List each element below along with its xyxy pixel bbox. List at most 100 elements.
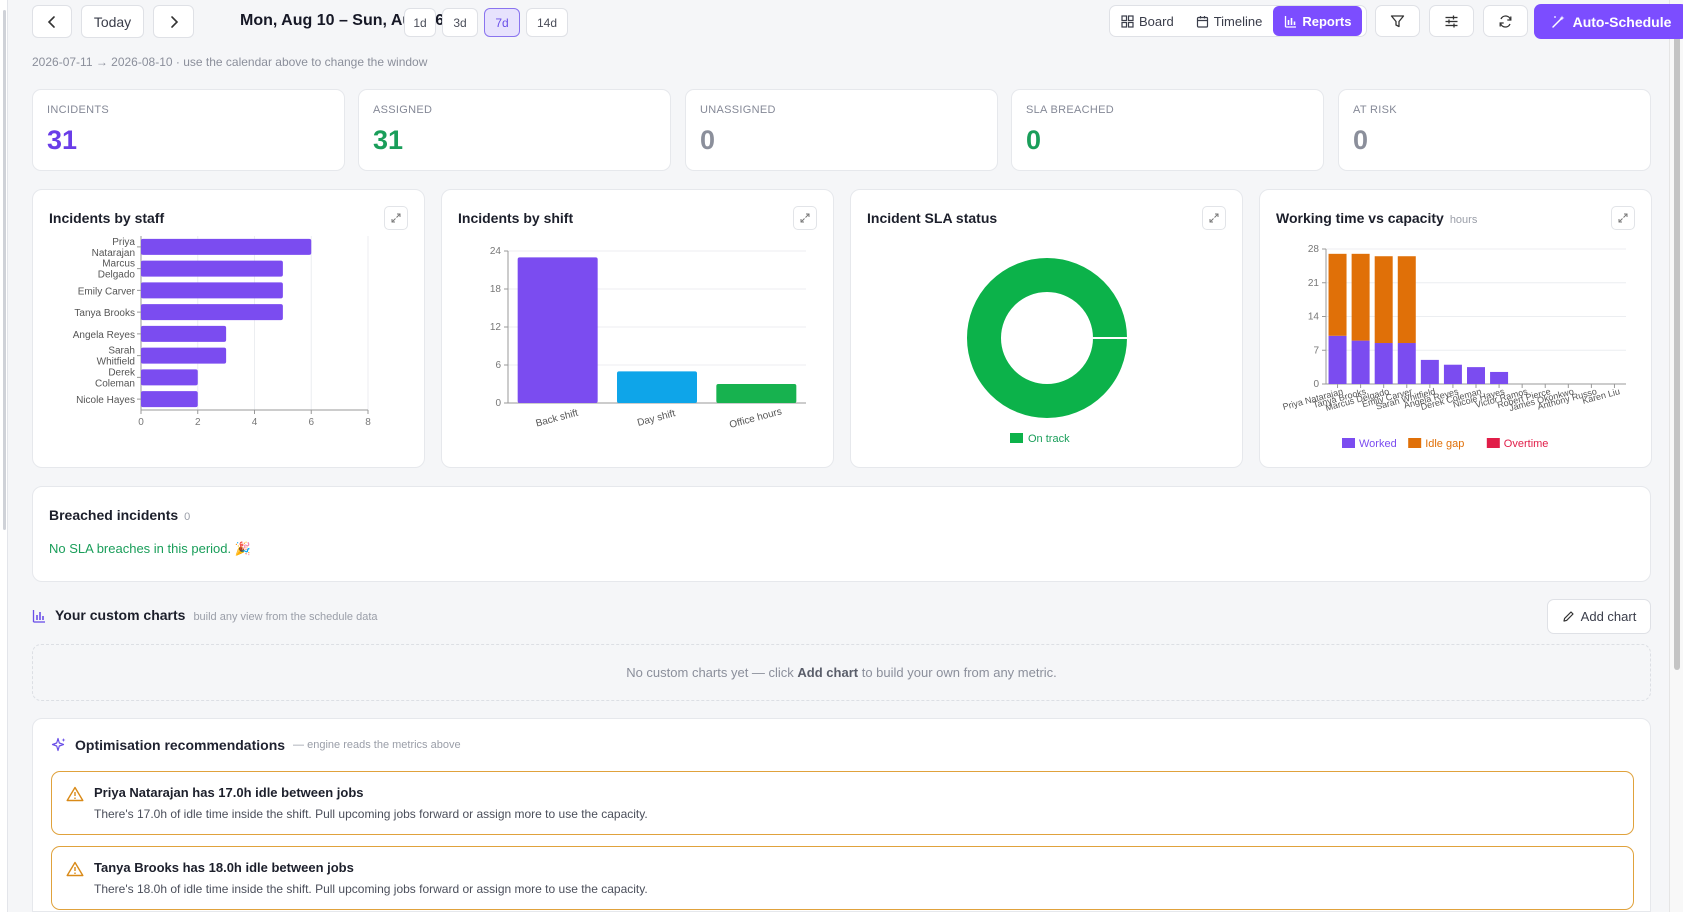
stat-label: ASSIGNED xyxy=(373,104,433,116)
add-chart-button[interactable]: Add chart xyxy=(1547,599,1651,634)
zoom-1d[interactable]: 1d xyxy=(404,8,436,37)
view-timeline-label: Timeline xyxy=(1213,13,1263,29)
sla-status-chart: On track xyxy=(967,258,1128,445)
page-scrollbar[interactable] xyxy=(1669,0,1683,912)
add-chart-label: Add chart xyxy=(1580,609,1637,624)
view-board[interactable]: Board xyxy=(1110,6,1185,36)
zoom-7d[interactable]: 7d xyxy=(484,8,520,37)
recommendation-title: Priya Natarajan has 17.0h idle between j… xyxy=(94,785,364,800)
y-tick-label: 0 xyxy=(1313,379,1319,390)
expand-button[interactable] xyxy=(1611,206,1635,230)
filter-button[interactable] xyxy=(1375,5,1420,37)
expand-button[interactable] xyxy=(1202,206,1226,230)
y-tick-label: Whitfield xyxy=(97,357,135,368)
pencil-icon xyxy=(1563,611,1574,622)
card-breached-incidents: Breached incidents 0 No SLA breaches in t… xyxy=(32,486,1651,582)
view-reports[interactable]: Reports xyxy=(1273,6,1363,36)
y-tick-label: Angela Reyes xyxy=(73,330,135,341)
card-sla-status: Incident SLA status On track xyxy=(850,189,1243,468)
calendar-icon xyxy=(1196,15,1208,28)
y-tick-label: 12 xyxy=(490,322,502,333)
today-button[interactable]: Today xyxy=(81,5,144,38)
recommendation-title: Tanya Brooks has 18.0h idle between jobs xyxy=(94,860,354,875)
stat-label: UNASSIGNED xyxy=(700,104,776,116)
expand-icon xyxy=(800,213,810,223)
stat-value: 0 xyxy=(1026,125,1042,155)
recommendation-desc: There's 17.0h of idle time inside the sh… xyxy=(94,807,648,821)
refresh-button[interactable] xyxy=(1483,5,1528,37)
y-tick-label: 0 xyxy=(495,398,501,409)
warning-icon xyxy=(66,861,84,877)
y-tick-label: Tanya Brooks xyxy=(74,308,135,319)
expand-button[interactable] xyxy=(793,206,817,230)
bar-segment xyxy=(1443,364,1462,384)
stat-assigned: ASSIGNED 31 xyxy=(358,89,671,171)
recommendation-item[interactable]: Priya Natarajan has 17.0h idle between j… xyxy=(51,771,1634,835)
chevron-right-icon xyxy=(170,15,178,28)
zoom-14d[interactable]: 14d xyxy=(526,8,568,37)
y-tick-label: Coleman xyxy=(95,378,135,389)
grid-icon xyxy=(1121,14,1134,28)
expand-button[interactable] xyxy=(384,206,408,230)
next-button[interactable] xyxy=(153,5,194,38)
legend-swatch xyxy=(1010,433,1023,443)
bar-segment xyxy=(1374,256,1393,344)
date-range-title: Mon, Aug 10 – Sun, Aug 16 xyxy=(240,12,445,29)
left-scroll-strip xyxy=(0,0,8,912)
expand-icon xyxy=(1618,213,1628,223)
expand-icon xyxy=(391,213,401,223)
stat-sla-breached: SLA BREACHED 0 xyxy=(1011,89,1324,171)
x-tick-label: Office hours xyxy=(728,406,783,431)
y-tick-label: Delgado xyxy=(98,270,136,281)
filter-icon xyxy=(1390,14,1405,27)
empty-text-link[interactable]: Add chart xyxy=(797,665,859,680)
y-tick-label: 7 xyxy=(1313,345,1319,356)
view-reports-label: Reports xyxy=(1302,13,1352,29)
stat-value: 31 xyxy=(47,125,78,155)
recommendation-item[interactable]: Tanya Brooks has 18.0h idle between jobs… xyxy=(51,846,1634,910)
bar xyxy=(141,325,227,342)
refresh-icon xyxy=(1499,14,1512,28)
card-title: Incident SLA status xyxy=(867,210,998,226)
legend-swatch xyxy=(1486,438,1500,448)
optimisation-title: Optimisation recommendations xyxy=(75,737,286,753)
custom-charts-empty-state: No custom charts yet — click Add chart t… xyxy=(32,644,1651,701)
x-tick-label: 2 xyxy=(195,417,201,428)
bar-segment xyxy=(1420,359,1439,384)
settings-button[interactable] xyxy=(1429,5,1474,37)
bar-segment xyxy=(1328,253,1347,336)
warning-icon xyxy=(66,786,84,802)
view-board-label: Board xyxy=(1139,13,1174,29)
x-tick-label: 4 xyxy=(252,417,258,428)
bar-segment xyxy=(1328,335,1347,384)
custom-charts-header: Your custom charts build any view from th… xyxy=(32,606,1651,636)
optimisation-header: Optimisation recommendations — engine re… xyxy=(51,737,461,753)
card-title: Incidents by staff xyxy=(49,210,165,226)
stat-value: 0 xyxy=(1353,125,1369,155)
toolbar: Today Mon, Aug 10 – Sun, Aug 16 1d 3d 7d… xyxy=(32,4,1683,39)
no-breaches-message: No SLA breaches in this period. 🎉 xyxy=(49,541,251,556)
magic-wand-icon xyxy=(1551,15,1565,28)
bar-chart-icon xyxy=(32,610,45,623)
stat-label: SLA BREACHED xyxy=(1026,104,1114,116)
y-tick-label: Derek xyxy=(108,367,136,378)
bar xyxy=(617,371,697,403)
custom-charts-title: Your custom charts build any view from th… xyxy=(55,607,378,623)
auto-schedule-button[interactable]: Auto-Schedule xyxy=(1534,4,1683,39)
bar xyxy=(141,260,283,277)
auto-schedule-label: Auto-Schedule xyxy=(1572,13,1672,30)
y-tick-label: Marcus xyxy=(102,259,135,270)
empty-text-post: to build your own from any metric. xyxy=(858,665,1057,680)
left-scroll-thumb[interactable] xyxy=(3,10,6,530)
bar xyxy=(141,304,283,321)
view-timeline[interactable]: Timeline xyxy=(1185,6,1274,36)
card-title: Breached incidents 0 xyxy=(49,507,190,523)
prev-button[interactable] xyxy=(32,5,72,38)
bar xyxy=(141,347,227,364)
legend-label: Overtime xyxy=(1504,438,1549,450)
card-incidents-by-staff: Incidents by staff 0 2 4 6 8 Priya Natarajan Ma… xyxy=(32,189,425,468)
page-scrollbar-thumb[interactable] xyxy=(1674,20,1680,670)
bar-segment xyxy=(1351,253,1370,341)
zoom-3d[interactable]: 3d xyxy=(442,8,478,37)
